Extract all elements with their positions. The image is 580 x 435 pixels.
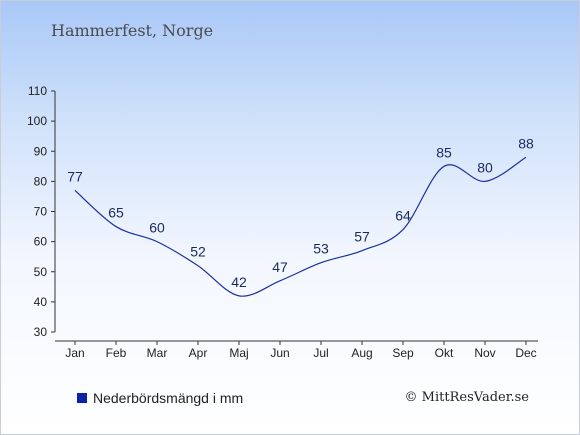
data-label: 80 (477, 159, 493, 175)
x-tick-label: Apr (189, 346, 208, 360)
data-label: 85 (436, 144, 452, 160)
y-tick-label: 90 (34, 144, 48, 158)
series-line (74, 156, 527, 297)
x-tick-label: Jun (270, 346, 289, 360)
y-tick-label: 80 (34, 174, 48, 188)
y-tick-label: 110 (28, 84, 47, 98)
data-label: 47 (272, 259, 288, 275)
data-label: 77 (67, 168, 83, 184)
y-tick-label: 100 (27, 114, 47, 128)
data-label: 60 (149, 220, 165, 236)
x-tick-label: Dec (515, 346, 536, 360)
data-label: 88 (518, 135, 534, 151)
data-label: 57 (354, 229, 370, 245)
legend: Nederbördsmängd i mm (77, 390, 243, 406)
legend-swatch (77, 393, 87, 403)
y-tick-label: 40 (34, 295, 48, 309)
x-tick-label: Okt (435, 346, 454, 360)
chart-title: Hammerfest, Norge (51, 21, 214, 40)
x-tick-label: Jan (65, 346, 84, 360)
data-label: 42 (231, 274, 247, 290)
x-tick-label: Feb (106, 346, 127, 360)
x-tick-label: Aug (351, 346, 372, 360)
data-label: 65 (108, 205, 124, 221)
copyright-text: © MittResVader.se (404, 390, 529, 405)
data-label: 53 (313, 241, 329, 257)
x-tick-label: Mar (147, 346, 168, 360)
legend-label: Nederbördsmängd i mm (93, 390, 244, 406)
x-tick-label: Maj (229, 346, 248, 360)
x-tick-label: Sep (392, 346, 414, 360)
y-tick-label: 30 (34, 325, 48, 339)
y-tick-label: 70 (34, 205, 48, 219)
data-label: 52 (190, 244, 206, 260)
y-tick-label: 60 (34, 235, 48, 249)
x-tick-label: Jul (313, 346, 328, 360)
y-tick-label: 50 (34, 265, 48, 279)
data-label: 64 (395, 208, 411, 224)
x-tick-label: Nov (474, 346, 495, 360)
